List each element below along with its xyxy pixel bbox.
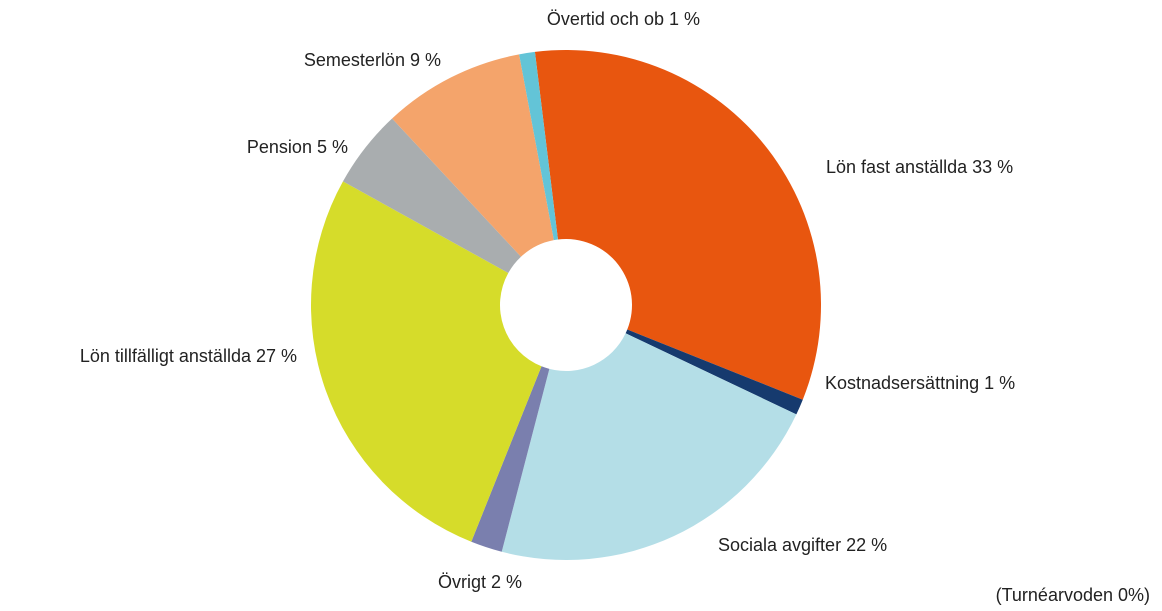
value-label: 33 % bbox=[972, 157, 1013, 177]
slice bbox=[625, 329, 803, 415]
category-name: Sociala avgifter bbox=[718, 535, 841, 555]
slice bbox=[501, 333, 797, 560]
value-label: 5 % bbox=[317, 137, 348, 157]
value-label: 1 % bbox=[669, 9, 700, 29]
slice-label: Sociala avgifter 22 % bbox=[718, 535, 887, 555]
slice-label: Kostnadsersättning 1 % bbox=[825, 373, 1015, 393]
category-name: Semesterlön bbox=[304, 50, 405, 70]
category-name: Övertid och ob bbox=[547, 9, 664, 29]
slice-label: Semesterlön 9 % bbox=[304, 50, 441, 70]
value-label: 1 % bbox=[984, 373, 1015, 393]
value-label: 27 % bbox=[256, 346, 297, 366]
category-name: Lön tillfälligt anställda bbox=[80, 346, 252, 366]
slice bbox=[311, 181, 542, 542]
slice-label: Lön fast anställda 33 % bbox=[826, 157, 1013, 177]
category-name: Kostnadsersättning bbox=[825, 373, 979, 393]
value-label: 22 % bbox=[846, 535, 887, 555]
slice-label: Lön tillfälligt anställda 27 % bbox=[80, 346, 297, 366]
slice-label: Pension 5 % bbox=[247, 137, 348, 157]
category-name: Övrigt bbox=[438, 572, 486, 592]
slice-label: Övrigt 2 % bbox=[438, 572, 522, 592]
slice bbox=[392, 54, 554, 257]
annotation: (Turnéarvoden 0%) bbox=[996, 585, 1150, 605]
slice bbox=[519, 51, 558, 241]
slice bbox=[342, 118, 521, 274]
slice bbox=[534, 50, 821, 400]
category-name: Lön fast anställda bbox=[826, 157, 968, 177]
value-label: 2 % bbox=[491, 572, 522, 592]
value-label: 9 % bbox=[410, 50, 441, 70]
category-name: Pension bbox=[247, 137, 312, 157]
slice-label: Övertid och ob 1 % bbox=[547, 9, 700, 29]
slice bbox=[471, 366, 550, 552]
